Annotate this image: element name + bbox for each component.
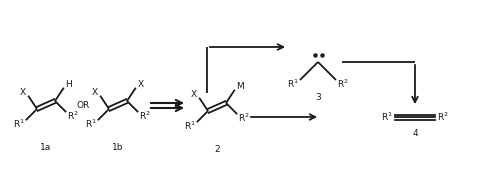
Text: M: M — [236, 82, 244, 91]
Text: 4: 4 — [412, 130, 418, 139]
Text: H: H — [65, 80, 72, 89]
Text: OR: OR — [76, 100, 90, 110]
Text: R$^1$: R$^1$ — [184, 120, 196, 132]
Text: R$^2$: R$^2$ — [337, 78, 349, 90]
Text: 3: 3 — [315, 92, 321, 102]
Text: 2: 2 — [214, 145, 220, 154]
Text: X: X — [92, 88, 98, 97]
Text: R$^2$: R$^2$ — [139, 110, 151, 122]
Text: 1a: 1a — [40, 144, 52, 152]
Text: X: X — [138, 80, 144, 89]
Text: R$^1$: R$^1$ — [287, 78, 299, 90]
Text: R$^1$: R$^1$ — [381, 111, 393, 123]
Text: R$^1$: R$^1$ — [85, 118, 97, 130]
Text: R$^2$: R$^2$ — [67, 110, 79, 122]
Text: 1b: 1b — [112, 144, 124, 152]
Text: R$^2$: R$^2$ — [437, 111, 449, 123]
Text: X: X — [20, 88, 26, 97]
Text: X: X — [191, 90, 197, 99]
Text: R$^2$: R$^2$ — [239, 112, 250, 124]
Text: R$^1$: R$^1$ — [13, 118, 25, 130]
